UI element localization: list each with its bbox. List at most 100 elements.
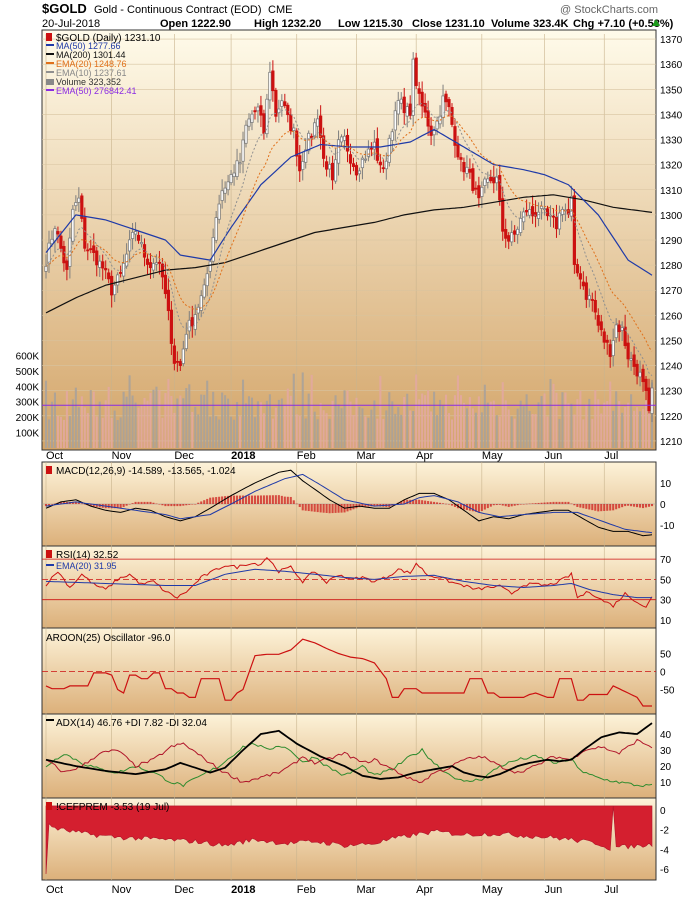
macd-histogram-bar xyxy=(274,495,277,504)
volume-bar xyxy=(519,400,522,448)
macd-histogram-bar xyxy=(650,504,654,507)
volume-bar xyxy=(468,397,471,448)
candle-body xyxy=(280,100,284,107)
price-tick-label: 1260 xyxy=(660,311,683,322)
macd-histogram-bar xyxy=(492,504,495,506)
candle-body xyxy=(289,114,293,131)
volume-bar xyxy=(364,416,367,448)
candle-body xyxy=(528,209,532,216)
candle-body xyxy=(283,101,287,107)
macd-histogram-bar xyxy=(516,504,519,506)
macd-histogram-bar xyxy=(585,504,588,509)
macd-histogram-bar xyxy=(283,496,286,504)
volume-bar xyxy=(161,417,164,448)
candle-body xyxy=(199,295,203,311)
candle-body xyxy=(154,262,159,265)
rsi-ema-swatch xyxy=(46,564,54,566)
price-tick-label: 1290 xyxy=(660,236,683,247)
macd-histogram-bar xyxy=(250,495,254,504)
candle-body xyxy=(402,96,406,114)
candle-body xyxy=(295,130,299,157)
volume-bar xyxy=(215,416,218,448)
price-tick-label: 1280 xyxy=(660,261,683,272)
volume-bar xyxy=(292,373,295,448)
volume-bar xyxy=(227,398,230,448)
candle-body xyxy=(525,210,529,213)
macd-histogram-bar xyxy=(636,504,639,508)
legend-swatch-ema10 xyxy=(46,71,54,73)
volume-bar xyxy=(385,410,388,448)
candle-body xyxy=(208,261,212,272)
macd-histogram-bar xyxy=(241,495,245,504)
candle-body xyxy=(226,181,230,191)
cefprem-tick-label: -6 xyxy=(660,865,669,876)
volume-bar xyxy=(528,410,531,448)
volume-bar xyxy=(576,399,579,448)
volume-bar xyxy=(92,391,95,448)
x-axis-label: May xyxy=(482,450,503,462)
candle-body xyxy=(638,371,642,378)
exchange: CME xyxy=(268,4,292,16)
volume-bar xyxy=(639,411,642,448)
volume-bar xyxy=(546,416,549,448)
candle-body xyxy=(602,331,606,343)
volume-bar xyxy=(388,392,391,448)
candle-body xyxy=(232,172,236,178)
volume-bar xyxy=(253,417,257,448)
candle-body xyxy=(172,345,176,364)
volume-tick-label: 200K xyxy=(16,413,40,424)
volume-bar xyxy=(498,416,501,448)
volume-bar xyxy=(594,389,597,448)
macd-histogram-bar xyxy=(552,501,555,504)
candle-body xyxy=(202,284,206,298)
volume-bar xyxy=(504,400,507,448)
macd-histogram-bar xyxy=(522,504,525,505)
macd-histogram-bar xyxy=(262,495,265,504)
candle-body xyxy=(217,203,221,220)
macd-histogram-bar xyxy=(489,504,492,507)
macd-histogram-bar xyxy=(47,504,51,506)
volume-bar xyxy=(62,419,65,448)
candle-body xyxy=(459,157,463,160)
adx-swatch xyxy=(46,719,54,721)
volume-bar xyxy=(283,404,286,448)
x-axis-label: Mar xyxy=(356,884,375,896)
volume-bar xyxy=(349,401,352,448)
volume-bar xyxy=(495,415,498,448)
quote-volume: Volume 323.4K xyxy=(491,18,568,30)
volume-bar xyxy=(176,398,179,448)
macd-histogram-bar xyxy=(137,501,140,504)
price-tick-label: 1330 xyxy=(660,136,683,147)
candle-body xyxy=(325,161,329,170)
macd-histogram-bar xyxy=(564,501,567,504)
volume-bar xyxy=(447,413,451,448)
volume-bar xyxy=(424,395,427,448)
macd-histogram-bar xyxy=(462,504,465,510)
candle-body xyxy=(545,208,550,217)
rsi-swatch xyxy=(46,550,52,558)
candle-body xyxy=(229,174,233,184)
candle-body xyxy=(169,309,173,344)
volume-bar xyxy=(247,396,251,448)
volume-bar xyxy=(373,400,376,448)
candle-body xyxy=(125,253,129,267)
volume-bar xyxy=(185,388,188,448)
volume-bar xyxy=(289,395,292,448)
volume-bar xyxy=(331,400,334,448)
quote-date: 20-Jul-2018 xyxy=(42,18,100,30)
candle-body xyxy=(393,110,397,131)
macd-histogram-bar xyxy=(253,495,257,504)
macd-histogram-bar xyxy=(439,502,442,504)
macd-histogram-bar xyxy=(304,504,307,511)
candle-body xyxy=(474,187,478,190)
volume-bar xyxy=(131,395,134,448)
candle-body xyxy=(381,167,385,170)
volume-bar xyxy=(415,374,418,448)
macd-histogram-bar xyxy=(531,503,534,504)
macd-tick-label: 0 xyxy=(660,500,666,511)
candle-body xyxy=(599,321,603,331)
macd-histogram-bar xyxy=(77,502,80,504)
x-axis-label: Dec xyxy=(174,884,194,896)
candle-body xyxy=(44,265,48,272)
volume-bar xyxy=(450,419,454,448)
